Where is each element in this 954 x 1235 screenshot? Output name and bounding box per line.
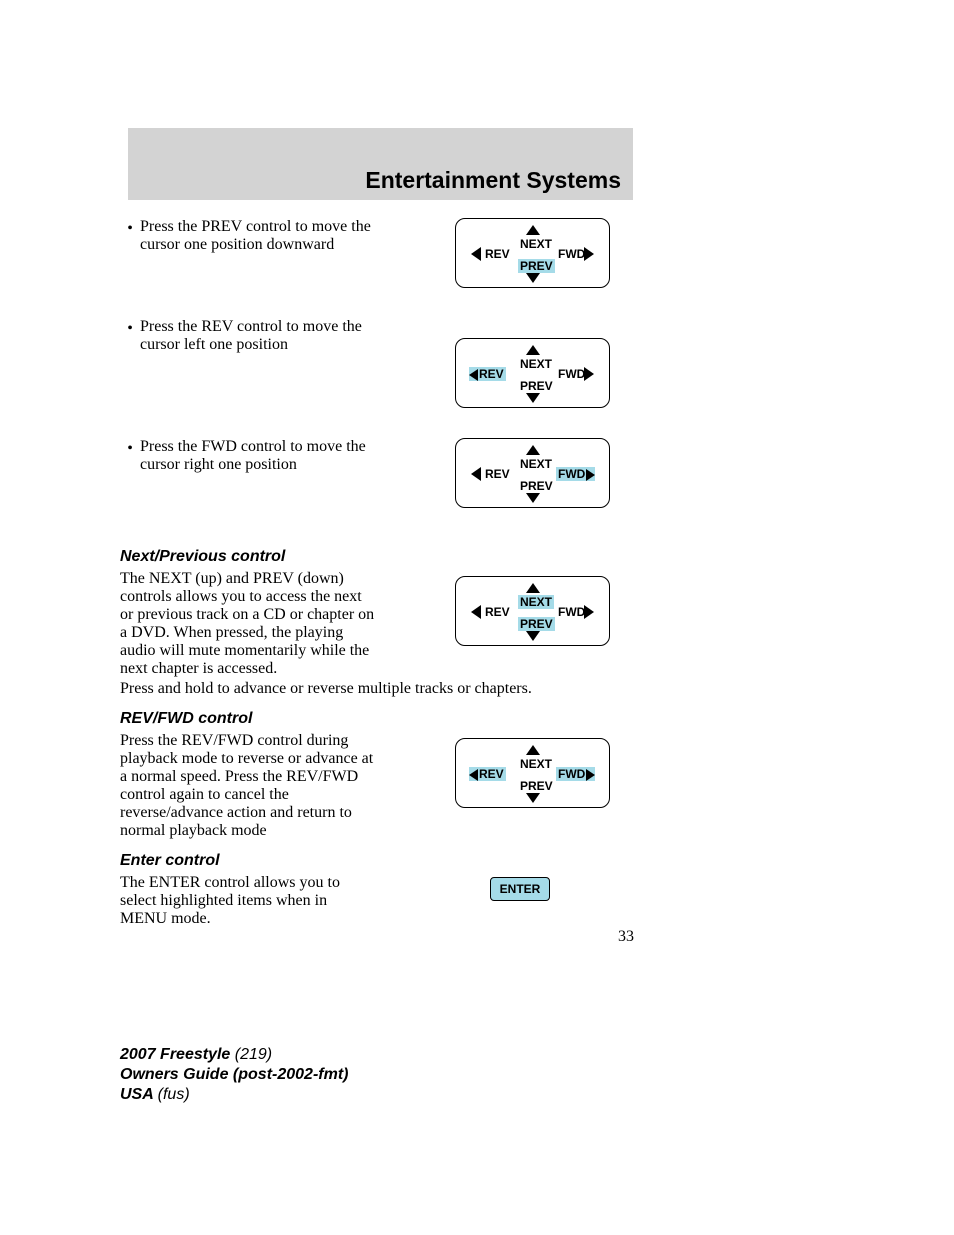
next-label: NEXT xyxy=(518,237,554,251)
footer: 2007 Freestyle (219) Owners Guide (post-… xyxy=(120,1045,348,1105)
bullet-dot: • xyxy=(120,318,140,338)
rev-label-highlighted: REV xyxy=(469,367,506,381)
body-text: Press and hold to advance or reverse mul… xyxy=(120,680,620,698)
footer-code: (219) xyxy=(235,1046,272,1063)
rev-label: REV xyxy=(483,467,512,481)
down-arrow-icon xyxy=(526,631,540,641)
bullet-text: Press the PREV control to move the curso… xyxy=(140,218,390,254)
enter-section: Enter control The ENTER control allows y… xyxy=(120,852,635,928)
body-text: The ENTER control allows you to select h… xyxy=(120,874,375,928)
prev-label-highlighted: PREV xyxy=(518,259,555,273)
fwd-label-highlighted: FWD xyxy=(556,767,595,781)
fwd-label: FWD xyxy=(556,367,587,381)
left-arrow-icon xyxy=(471,605,481,619)
right-arrow-icon xyxy=(584,247,594,261)
footer-region-code: (fus) xyxy=(158,1086,190,1103)
prev-label-highlighted: PREV xyxy=(518,617,555,631)
enter-label: ENTER xyxy=(500,882,541,896)
next-label: NEXT xyxy=(518,357,554,371)
left-arrow-icon xyxy=(471,247,481,261)
down-arrow-icon xyxy=(526,793,540,803)
prev-label: PREV xyxy=(518,479,555,493)
footer-region: USA xyxy=(120,1086,158,1103)
control-diagram-next-prev: NEXT REV FWD PREV xyxy=(455,576,610,646)
next-label: NEXT xyxy=(518,757,554,771)
body-text: The NEXT (up) and PREV (down) controls a… xyxy=(120,570,375,678)
fwd-label: FWD xyxy=(556,605,587,619)
down-arrow-icon xyxy=(526,273,540,283)
down-arrow-icon xyxy=(526,493,540,503)
bullet-dot: • xyxy=(120,218,140,238)
up-arrow-icon xyxy=(526,745,540,755)
fwd-text: FWD xyxy=(558,767,585,781)
right-arrow-icon xyxy=(584,367,594,381)
footer-model: 2007 Freestyle xyxy=(120,1046,235,1063)
footer-line-1: 2007 Freestyle (219) xyxy=(120,1045,348,1065)
up-arrow-icon xyxy=(526,445,540,455)
enter-button-diagram: ENTER xyxy=(490,877,550,901)
content-area: • Press the PREV control to move the cur… xyxy=(120,218,635,928)
section-heading: REV/FWD control xyxy=(120,710,635,728)
footer-line-2: Owners Guide (post-2002-fmt) xyxy=(120,1065,348,1085)
rev-label-highlighted: REV xyxy=(469,767,506,781)
right-arrow-icon xyxy=(584,605,594,619)
rev-fwd-section: REV/FWD control Press the REV/FWD contro… xyxy=(120,710,635,840)
up-arrow-icon xyxy=(526,345,540,355)
down-arrow-icon xyxy=(526,393,540,403)
footer-line-3: USA (fus) xyxy=(120,1085,348,1105)
section-heading: Next/Previous control xyxy=(120,548,635,566)
next-label: NEXT xyxy=(518,457,554,471)
up-arrow-icon xyxy=(526,225,540,235)
prev-label: PREV xyxy=(518,379,555,393)
body-text: Press the REV/FWD control during playbac… xyxy=(120,732,375,840)
rev-text: REV xyxy=(479,767,504,781)
rev-label: REV xyxy=(483,247,512,261)
bullet-section-1: • Press the PREV control to move the cur… xyxy=(120,218,635,318)
prev-label: PREV xyxy=(518,779,555,793)
left-arrow-icon xyxy=(471,467,481,481)
bullet-section-2: • Press the REV control to move the curs… xyxy=(120,318,635,438)
next-label-highlighted: NEXT xyxy=(518,595,554,609)
fwd-label: FWD xyxy=(556,247,587,261)
control-diagram-prev: NEXT REV FWD PREV xyxy=(455,218,610,288)
rev-text: REV xyxy=(479,367,504,381)
bullet-section-3: • Press the FWD control to move the curs… xyxy=(120,438,635,538)
bullet-text: Press the FWD control to move the cursor… xyxy=(140,438,390,474)
header-bar: Entertainment Systems xyxy=(128,128,633,200)
fwd-label-highlighted: FWD xyxy=(556,467,595,481)
up-arrow-icon xyxy=(526,583,540,593)
next-prev-section: Next/Previous control The NEXT (up) and … xyxy=(120,548,635,698)
bullet-text: Press the REV control to move the cursor… xyxy=(140,318,390,354)
section-heading: Enter control xyxy=(120,852,635,870)
page-title: Entertainment Systems xyxy=(365,167,621,194)
page-number: 33 xyxy=(618,928,634,946)
control-diagram-rev: NEXT REV FWD PREV xyxy=(455,338,610,408)
fwd-text: FWD xyxy=(558,467,585,481)
rev-label: REV xyxy=(483,605,512,619)
control-diagram-fwd: NEXT REV FWD PREV xyxy=(455,438,610,508)
control-diagram-rev-fwd: NEXT REV FWD PREV xyxy=(455,738,610,808)
bullet-dot: • xyxy=(120,438,140,458)
